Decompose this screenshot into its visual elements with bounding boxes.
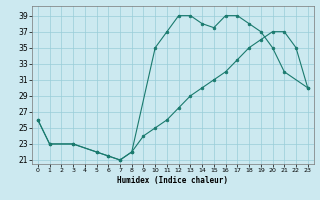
X-axis label: Humidex (Indice chaleur): Humidex (Indice chaleur) <box>117 176 228 185</box>
